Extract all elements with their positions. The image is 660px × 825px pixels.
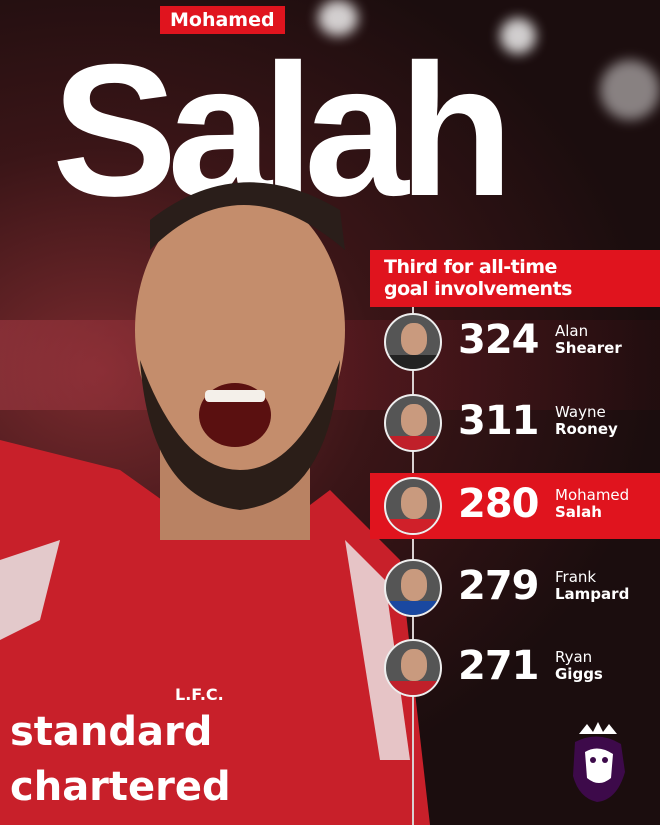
player-avatar xyxy=(384,559,442,617)
player-avatar xyxy=(384,639,442,697)
stadium-light xyxy=(500,18,536,54)
headline-banner: Third for all-time goal involvements xyxy=(370,250,660,307)
stadium-light xyxy=(318,0,358,36)
player-avatar xyxy=(384,394,442,452)
ranking-row: 279 Frank Lampard xyxy=(370,555,660,621)
stadium-light xyxy=(600,60,660,120)
player-name: Wayne Rooney xyxy=(555,404,618,438)
player-avatar xyxy=(384,313,442,371)
ranking-row: 271 Ryan Giggs xyxy=(370,635,660,701)
ranking-row: 311 Wayne Rooney xyxy=(370,390,660,456)
player-last-name: Lampard xyxy=(555,585,630,603)
player-last-name: Shearer xyxy=(555,339,622,357)
player-first-name: Wayne xyxy=(555,403,606,421)
goal-involvements-value: 271 xyxy=(458,643,539,689)
club-crest-text: L.F.C. xyxy=(175,685,224,704)
goal-involvements-value: 311 xyxy=(458,398,539,444)
player-name: Frank Lampard xyxy=(555,569,629,603)
player-last-name: Salah xyxy=(555,503,602,521)
player-name: Alan Shearer xyxy=(555,323,622,357)
goal-involvements-value: 324 xyxy=(458,317,539,363)
player-avatar xyxy=(384,477,442,535)
goal-involvements-value: 279 xyxy=(458,563,539,609)
player-photo: standard chartered L.F.C. xyxy=(0,182,430,825)
player-last-name: Rooney xyxy=(555,420,618,438)
player-first-name: Mohamed xyxy=(555,486,630,504)
ranking-row: 280 Mohamed Salah xyxy=(370,473,660,539)
ranking-row: 324 Alan Shearer xyxy=(370,309,660,375)
player-last-name: Giggs xyxy=(555,665,603,683)
player-first-name: Alan xyxy=(555,322,589,340)
player-name: Mohamed Salah xyxy=(555,487,629,521)
shirt-sponsor: standard xyxy=(10,709,212,755)
player-first-name: Frank xyxy=(555,568,597,586)
goal-involvements-value: 280 xyxy=(458,481,539,527)
headline-line: goal involvements xyxy=(384,278,572,300)
headline-line: Third for all-time xyxy=(384,256,557,278)
player-first-name: Ryan xyxy=(555,648,593,666)
shirt-sponsor: chartered xyxy=(10,764,231,810)
player-first-name-label: Mohamed xyxy=(160,6,285,34)
player-name: Ryan Giggs xyxy=(555,649,603,683)
premier-league-lion-icon xyxy=(573,722,625,802)
